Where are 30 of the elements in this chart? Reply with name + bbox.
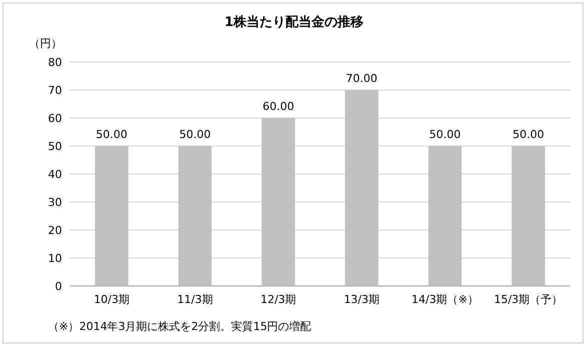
bar xyxy=(178,146,212,286)
chart-title: 1株当たり配当金の推移 xyxy=(224,15,364,30)
y-tick-label: 60 xyxy=(48,112,62,125)
data-label: 50.00 xyxy=(96,128,128,141)
y-tick-label: 80 xyxy=(48,56,62,69)
y-tick-label: 70 xyxy=(48,84,62,97)
x-tick-label: 12/3期 xyxy=(260,293,296,306)
bar xyxy=(262,118,295,286)
bar xyxy=(428,146,462,286)
y-tick-label: 20 xyxy=(48,224,62,237)
bar xyxy=(345,90,378,286)
x-tick-label: 11/3期 xyxy=(177,293,213,306)
x-tick-label: 13/3期 xyxy=(344,293,380,306)
data-label: 50.00 xyxy=(179,128,211,141)
bar xyxy=(95,146,128,286)
x-tick-label: 10/3期 xyxy=(94,293,130,306)
y-tick-label: 30 xyxy=(48,196,62,209)
bar xyxy=(512,146,545,286)
data-label: 50.00 xyxy=(512,128,544,141)
y-axis-title: （円） xyxy=(29,37,62,50)
y-tick-label: 40 xyxy=(48,168,62,181)
data-label: 70.00 xyxy=(346,72,378,85)
x-tick-label: 14/3期（※） xyxy=(412,293,478,306)
y-tick-label: 10 xyxy=(48,252,62,265)
data-label: 50.00 xyxy=(429,128,461,141)
data-label: 60.00 xyxy=(262,100,294,113)
text: （※）2014年3月期に株式を2分割。実質15円の増配 xyxy=(48,320,312,333)
x-tick-label: 15/3期（予） xyxy=(494,293,563,306)
y-tick-label: 0 xyxy=(55,280,62,293)
y-tick-label: 50 xyxy=(48,140,62,153)
